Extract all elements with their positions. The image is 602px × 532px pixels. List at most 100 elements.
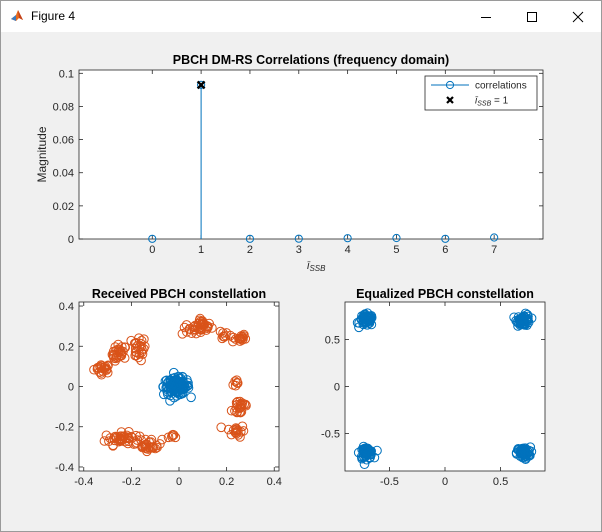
constellation-point xyxy=(513,444,523,455)
constellation-point xyxy=(119,353,130,363)
constellation-point xyxy=(516,316,527,327)
stem-marker xyxy=(392,233,401,243)
x-tick-label: 6 xyxy=(442,244,448,256)
constellation-point xyxy=(171,379,182,390)
constellation-point xyxy=(237,335,247,345)
constellation-point xyxy=(230,380,241,391)
constellation-point xyxy=(172,383,182,394)
y-tick-label: 0.5 xyxy=(325,335,340,347)
constellation-point xyxy=(110,431,120,442)
maximize-icon xyxy=(527,11,537,22)
close-button[interactable] xyxy=(555,1,601,32)
equalized-constellation-plot: Equalized PBCH constellation -0.5 0 0.5 -0.… xyxy=(321,287,546,488)
y-tick-label: 0.02 xyxy=(53,201,74,213)
constellation-point xyxy=(131,347,142,358)
y-tick-label: 0.4 xyxy=(59,301,74,313)
stem-marker xyxy=(441,234,450,243)
constellation-point xyxy=(513,321,523,331)
constellation-point xyxy=(191,328,201,339)
constellation-point xyxy=(167,432,177,442)
constellation-point xyxy=(141,439,152,450)
constellation-point xyxy=(95,362,105,372)
constellation-point xyxy=(354,322,364,333)
constellation-point xyxy=(155,439,165,449)
constellation-point xyxy=(364,446,375,456)
x-tick-label: 0.2 xyxy=(219,476,234,488)
constellation-point xyxy=(109,353,119,363)
y-tick-label: 0.06 xyxy=(53,135,74,147)
constellation-point xyxy=(99,436,110,446)
constellation-point xyxy=(102,361,113,372)
constellation-point xyxy=(235,336,245,346)
constellation-point xyxy=(215,326,226,337)
constellation-point xyxy=(114,352,124,362)
constellation-point xyxy=(115,433,125,444)
constellation-point xyxy=(359,311,370,322)
constellation-point xyxy=(221,328,232,338)
equalized-title: Equalized PBCH constellation xyxy=(356,287,534,301)
constellation-point xyxy=(235,432,245,442)
constellation-point xyxy=(231,424,242,434)
constellation-point xyxy=(237,421,248,432)
constellation-point xyxy=(96,368,107,378)
constellation-point xyxy=(230,406,240,416)
constellation-point xyxy=(189,325,200,336)
equalized-axes-box xyxy=(344,301,546,472)
correlation-xlabel: īSSB xyxy=(307,260,326,273)
x-tick-label: 0 xyxy=(176,476,182,488)
x-tick-label: 0.5 xyxy=(493,476,508,488)
legend-correlations: correlations xyxy=(475,81,527,92)
constellation-point xyxy=(230,334,241,344)
correlation-stem-plot: PBCH DM-RS Correlations (frequency domai… xyxy=(35,53,544,273)
correlation-title: PBCH DM-RS Correlations (frequency domai… xyxy=(173,53,449,67)
svg-text:īSSB: īSSB xyxy=(307,260,326,273)
x-tick-label: 5 xyxy=(393,244,399,256)
y-tick-label: 0 xyxy=(334,382,340,394)
constellation-point xyxy=(120,433,131,444)
constellation-point xyxy=(518,313,528,324)
constellation-point xyxy=(235,333,245,344)
stem-marker xyxy=(245,234,255,243)
constellation-point xyxy=(364,311,374,322)
stem-marker xyxy=(148,234,157,243)
constellation-point xyxy=(113,344,123,355)
constellation-point xyxy=(179,322,190,333)
y-tick-label: 0.04 xyxy=(53,168,74,180)
constellation-point xyxy=(143,444,153,454)
y-tick-label: -0.2 xyxy=(55,422,74,434)
x-tick-label: 1 xyxy=(198,244,204,256)
constellation-point xyxy=(357,452,368,463)
x-tick-label: 0.4 xyxy=(267,476,282,488)
stem-marker xyxy=(197,80,206,90)
constellation-point xyxy=(216,422,226,433)
x-tick-label: 0 xyxy=(442,476,448,488)
matlab-icon xyxy=(11,10,23,21)
constellation-point xyxy=(515,448,526,458)
constellation-point xyxy=(102,367,113,378)
minimize-button[interactable] xyxy=(463,1,509,32)
y-tick-label: 0.2 xyxy=(59,341,74,353)
correlation-ylabel: Magnitude xyxy=(35,126,49,182)
constellation-point xyxy=(237,398,248,409)
constellation-point xyxy=(104,436,114,447)
x-tick-label: 2 xyxy=(247,244,253,256)
constellation-point xyxy=(194,323,205,334)
minimize-icon xyxy=(481,16,491,18)
constellation-point xyxy=(137,349,148,360)
constellation-point xyxy=(218,331,229,342)
stem-marker xyxy=(343,234,352,243)
constellation-point xyxy=(96,363,107,373)
constellation-point xyxy=(361,443,371,453)
constellation-point xyxy=(186,392,196,403)
y-tick-label: -0.4 xyxy=(55,462,74,474)
constellation-point xyxy=(147,443,157,453)
window-title: Figure 4 xyxy=(31,9,76,23)
constellation-point xyxy=(354,318,364,328)
received-constellation-plot: Received PBCH constellation -0.4 -0.2 0 0.2… xyxy=(55,287,282,488)
constellation-point xyxy=(182,375,192,385)
constellation-point xyxy=(137,344,147,355)
constellation-point xyxy=(523,314,533,324)
y-tick-label: 0.08 xyxy=(53,101,74,113)
maximize-button[interactable] xyxy=(509,1,555,32)
constellation-point xyxy=(232,400,242,410)
